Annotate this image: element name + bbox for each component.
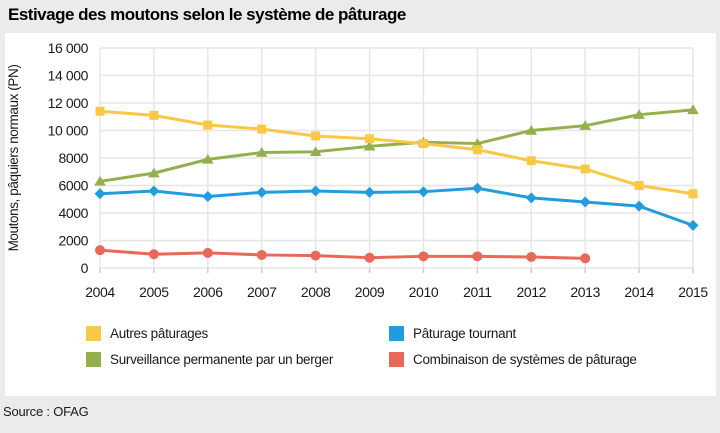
y-tick-label: 4000 — [58, 205, 88, 221]
x-tick-label: 2008 — [301, 284, 331, 300]
line-chart: 0 2000 4000 6000 8000 10 000 12 000 14 000 16 00… — [6, 40, 709, 300]
marker-diamond-series-2 — [417, 186, 429, 198]
page-title: Estivage des moutons selon le système de… — [8, 5, 406, 24]
marker-diamond-series-2 — [256, 186, 268, 198]
marker-diamond-series-2 — [525, 192, 537, 204]
marker-circle-series-3 — [202, 247, 213, 258]
marker-triangle-series-1 — [148, 167, 160, 178]
x-tick-label: 2011 — [463, 284, 492, 300]
series-line-2 — [99, 186, 694, 227]
source-text: Source : OFAG — [3, 404, 89, 419]
marker-triangle-series-1 — [309, 146, 322, 157]
marker-circle-series-3 — [310, 250, 321, 261]
legend-label-combinaison-systemes: Combinaison de systèmes de pâturage — [413, 351, 637, 367]
y-tick-label: 2000 — [58, 233, 88, 249]
marker-diamond-series-2 — [633, 200, 645, 212]
x-tick-label: 2013 — [570, 284, 600, 300]
marker-square-series-0 — [472, 145, 482, 155]
legend-item-paturage-tournant: Pâturage tournant — [389, 325, 637, 341]
x-tick-label: 2006 — [193, 284, 223, 300]
x-tick-label: 2007 — [247, 284, 277, 300]
legend-swatch-blue-icon — [389, 325, 404, 341]
marker-circle-series-3 — [472, 251, 483, 262]
series-line-1 — [99, 108, 694, 183]
x-tick-label: 2010 — [409, 284, 439, 300]
x-tick-label: 2014 — [624, 284, 654, 300]
marker-circle-series-3 — [364, 252, 375, 263]
series-line-3 — [99, 248, 586, 260]
marker-diamond-series-2 — [94, 188, 106, 200]
legend-swatch-green-icon — [86, 351, 101, 367]
marker-square-series-0 — [257, 124, 267, 134]
marker-triangle-series-1 — [202, 153, 214, 164]
marker-diamond-series-2 — [579, 196, 591, 208]
x-tick-label: 2012 — [516, 284, 546, 300]
x-tick-label: 2004 — [85, 284, 115, 300]
legend-label-autres-paturages: Autres pâturages — [110, 325, 209, 341]
marker-square-series-0 — [95, 106, 105, 116]
marker-square-series-0 — [418, 139, 428, 149]
y-tick-label: 6000 — [58, 178, 88, 194]
marker-triangle-series-1 — [687, 104, 699, 115]
x-tick-label: 2015 — [678, 284, 708, 300]
y-tick-label: 10 000 — [48, 123, 89, 139]
chart-panel: 0 2000 4000 6000 8000 10 000 12 000 14 000 16 00… — [5, 33, 716, 396]
legend-item-surveillance-permanente: Surveillance permanente par un berger — [86, 351, 389, 367]
x-tick-label: 2005 — [139, 284, 169, 300]
marker-square-series-0 — [203, 120, 213, 130]
marker-circle-series-3 — [526, 252, 537, 262]
x-tick-label: 2009 — [355, 284, 385, 300]
y-tick-label: 12 000 — [48, 95, 89, 111]
marker-triangle-series-1 — [94, 175, 106, 186]
marker-circle-series-3 — [148, 249, 159, 260]
y-tick-label: 14 000 — [48, 68, 89, 84]
legend-label-surveillance-permanente: Surveillance permanente par un berger — [110, 351, 334, 367]
marker-triangle-series-1 — [255, 147, 268, 157]
marker-triangle-series-1 — [363, 140, 376, 151]
marker-diamond-series-2 — [148, 185, 160, 197]
legend-label-paturage-tournant: Pâturage tournant — [413, 325, 516, 341]
marker-square-series-0 — [149, 110, 159, 120]
marker-diamond-series-2 — [310, 185, 322, 197]
marker-diamond-series-2 — [364, 186, 376, 198]
marker-square-series-0 — [311, 131, 321, 141]
marker-circle-series-3 — [95, 245, 105, 256]
marker-diamond-series-2 — [687, 219, 699, 231]
legend-item-combinaison-systemes: Combinaison de systèmes de pâturage — [389, 351, 637, 367]
y-axis-title: Moutons, pâquiers normaux (PN) — [6, 65, 21, 252]
marker-triangle-series-1 — [525, 125, 538, 135]
y-tick-label: 8000 — [58, 150, 88, 166]
y-tick-label: 0 — [81, 260, 89, 276]
marker-square-series-0 — [580, 164, 590, 174]
marker-triangle-series-1 — [579, 120, 591, 130]
marker-triangle-series-1 — [633, 109, 645, 119]
marker-diamond-series-2 — [471, 182, 483, 194]
marker-square-series-0 — [634, 181, 644, 190]
series-line-0 — [99, 109, 694, 196]
y-tick-label: 16 000 — [48, 40, 89, 56]
marker-circle-series-3 — [580, 253, 591, 264]
marker-square-series-0 — [526, 156, 536, 166]
marker-circle-series-3 — [256, 249, 267, 260]
legend-item-autres-paturages: Autres pâturages — [86, 325, 389, 341]
legend-swatch-yellow-icon — [86, 325, 101, 341]
marker-square-series-0 — [365, 134, 375, 144]
legend-swatch-red-icon — [389, 351, 404, 367]
marker-diamond-series-2 — [202, 191, 214, 202]
marker-circle-series-3 — [418, 251, 429, 262]
marker-square-series-0 — [688, 189, 698, 199]
chart-legend: Autres pâturages Pâturage tournant Surve… — [86, 325, 637, 367]
